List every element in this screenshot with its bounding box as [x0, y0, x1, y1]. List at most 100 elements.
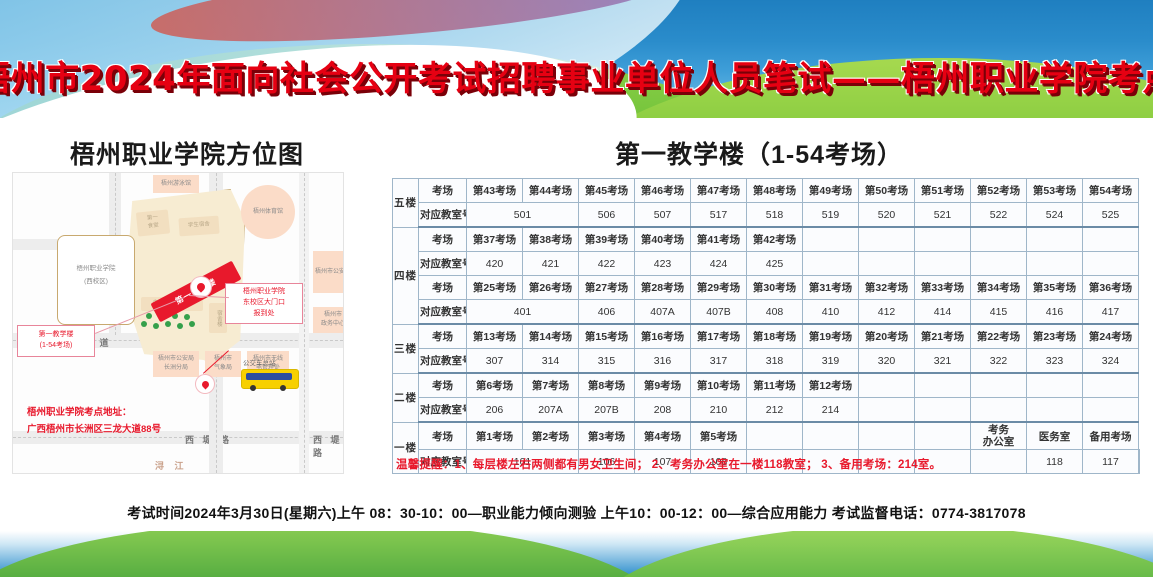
classroom-no-cell: 524: [1026, 202, 1083, 228]
row-label-classroom-no: 对应教室号: [418, 299, 467, 325]
classroom-no-cell: 525: [1082, 202, 1139, 228]
empty-cell: [970, 397, 1027, 423]
poi-radio-line2: 电管理处: [255, 365, 280, 371]
empty-cell: [858, 421, 915, 451]
poi-stadium: 梧州体育馆: [241, 185, 295, 239]
classroom-no-cell: 414: [914, 299, 971, 325]
classroom-no-cell: 307: [466, 348, 523, 374]
gate-location-pin-icon: [196, 375, 214, 393]
table-row: 对应教室号 420 421 422 423 424 425: [393, 251, 1140, 276]
bottom-decorative-banner: [0, 531, 1153, 577]
medical-room-cell: 医务室: [1026, 421, 1083, 451]
campus-building-canteen: 第一 食堂: [135, 209, 171, 237]
exam-room-table-container: 五楼 考场 第43考场 第44考场 第45考场 第46考场 第47考场 第48考…: [392, 178, 1140, 475]
exam-room-cell: 第32考场: [858, 275, 915, 300]
exam-room-cell: 第31考场: [802, 275, 859, 300]
empty-cell: [858, 397, 915, 423]
poi-police-branch-line2: 长洲分局: [163, 365, 188, 371]
callout-teaching-line2: (1-54考场): [39, 342, 73, 349]
classroom-no-cell: 315: [578, 348, 635, 374]
classroom-no-cell: 520: [858, 202, 915, 228]
classroom-no-cell: 322: [970, 348, 1027, 374]
poi-police-bureau: 梧州市公安局: [313, 251, 343, 293]
classroom-no-cell: 412: [858, 299, 915, 325]
empty-cell: [914, 372, 971, 398]
floor-label-5f: 五楼: [392, 178, 419, 228]
exam-affairs-office-line2: 办公室: [982, 436, 1015, 449]
spare-exam-room-cell: 备用考场: [1082, 421, 1139, 451]
medical-classroom-no-cell: 117: [1082, 449, 1139, 475]
empty-cell: [1026, 372, 1083, 398]
exam-room-cell: 第20考场: [858, 323, 915, 349]
exam-room-cell: 第13考场: [466, 323, 523, 349]
exam-room-cell: 第45考场: [578, 178, 635, 203]
classroom-no-cell: 314: [522, 348, 579, 374]
exam-room-cell: 第16考场: [634, 323, 691, 349]
exam-room-cell: 第36考场: [1082, 275, 1139, 300]
road-label-xidi: 西 堤 路: [185, 435, 233, 445]
empty-cell: [970, 251, 1027, 276]
empty-cell: [858, 372, 915, 398]
poi-weather-bureau: 梧州市 气象局: [205, 351, 241, 377]
empty-cell: [914, 397, 971, 423]
table-row: 二楼 考场 第6考场 第7考场 第8考场 第9考场 第10考场 第11考场 第1…: [392, 372, 1140, 423]
poi-radio-line1: 梧州市无线: [252, 356, 283, 363]
classroom-no-cell: 522: [970, 202, 1027, 228]
classroom-no-cell: 320: [858, 348, 915, 374]
empty-cell: [1082, 372, 1139, 398]
empty-cell: [970, 372, 1027, 398]
classroom-no-cell: 422: [578, 251, 635, 276]
empty-cell: [1082, 397, 1139, 423]
table-row: 对应教室号 501 506 507 517 518 519 520 521 52…: [393, 202, 1140, 228]
main-title-container: 梧州市2024年面向社会公开考试招聘事业单位人员笔试——梧州职业学院考点: [0, 44, 1153, 106]
warm-tip-note: 温馨提醒：1、每层楼左右两侧都有男女卫生间； 2、考务办公室在一楼118教室； …: [396, 459, 942, 471]
classroom-no-cell: 317: [690, 348, 747, 374]
river-label: 浔 江: [155, 461, 188, 471]
campus-west-label-line1: 梧州职业学院: [76, 265, 116, 272]
campus-building-side-dorm: 宿舍楼: [209, 303, 227, 333]
top-decorative-banner: [0, 0, 1153, 118]
exam-room-cell: 第5考场: [690, 421, 747, 451]
empty-cell: [1026, 397, 1083, 423]
exam-room-cell: 第26考场: [522, 275, 579, 300]
table-row: 四楼 考场 第37考场 第38考场 第39考场 第40考场 第41考场 第42考…: [392, 226, 1140, 325]
address-line1: 梧州职业学院考点地址：: [27, 407, 132, 418]
floor-label-1f: 一楼: [392, 421, 419, 475]
office-classroom-no-cell: 118: [1026, 449, 1083, 475]
callout-registration-line2: 东校区大门口: [243, 298, 285, 306]
exam-room-cell: 第4考场: [634, 421, 691, 451]
exam-room-cell: 第42考场: [746, 226, 803, 252]
bottom-hill-right: [593, 531, 1153, 577]
campus-west-area: 梧州职业学院 (西校区): [57, 235, 135, 325]
exam-room-cell: 第54考场: [1082, 178, 1139, 203]
classroom-no-cell: 323: [1026, 348, 1083, 374]
classroom-no-cell: 319: [802, 348, 859, 374]
classroom-no-cell: 324: [1082, 348, 1139, 374]
exam-room-cell: 第49考场: [802, 178, 859, 203]
exam-room-cell: 第7考场: [522, 372, 579, 398]
classroom-no-cell: 206: [466, 397, 523, 423]
exam-room-cell: 第47考场: [690, 178, 747, 203]
row-label-exam-room: 考场: [418, 372, 467, 398]
classroom-no-cell: 401: [466, 299, 579, 325]
classroom-no-cell: 506: [578, 202, 635, 228]
exam-room-cell: 第9考场: [634, 372, 691, 398]
main-title: 梧州市2024年面向社会公开考试招聘事业单位人员笔试——梧州职业学院考点: [0, 58, 1153, 100]
row-label-classroom-no: 对应教室号: [418, 202, 467, 228]
exam-room-cell: 第24考场: [1082, 323, 1139, 349]
row-label-classroom-no: 对应教室号: [418, 397, 467, 423]
poi-government-center: 梧州市 政务中心: [313, 307, 343, 333]
map-tree: [189, 321, 195, 327]
exam-room-table: 五楼 考场 第43考场 第44考场 第45考场 第46考场 第47考场 第48考…: [392, 178, 1140, 475]
row-label-exam-room: 考场: [418, 178, 467, 203]
map-tree: [177, 323, 183, 329]
campus-location-map: 三 龙 大 道 西 堤 路 西 堤 路 三龙东一路 梧州职业学院 (西校区) 梧…: [12, 172, 344, 474]
classroom-no-cell: 521: [914, 202, 971, 228]
row-label-exam-room: 考场: [418, 323, 467, 349]
classroom-no-cell: 415: [970, 299, 1027, 325]
row-label-classroom-no: 对应教室号: [418, 449, 467, 475]
floor-label-2f: 二楼: [392, 372, 419, 423]
exam-room-cell: 第38考场: [522, 226, 579, 252]
classroom-no-cell: 421: [522, 251, 579, 276]
empty-cell: [746, 421, 803, 451]
